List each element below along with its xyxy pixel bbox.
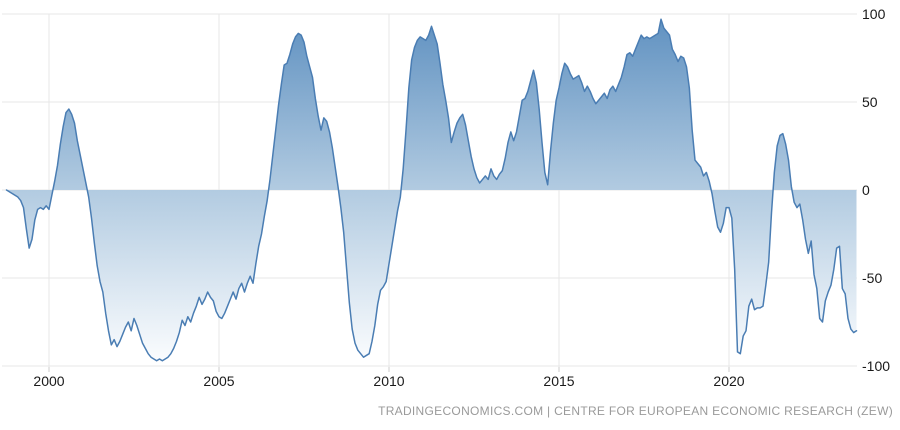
x-axis-label: 2000 (33, 373, 64, 389)
y-axis-label: -50 (862, 270, 882, 286)
x-axis-label: 2020 (713, 373, 744, 389)
x-axis-label: 2005 (203, 373, 234, 389)
x-axis-label: 2010 (373, 373, 404, 389)
y-axis-label: -100 (862, 358, 890, 374)
area-fill (6, 19, 857, 361)
y-axis-label: 50 (862, 94, 878, 110)
y-axis-label: 0 (862, 182, 870, 198)
x-axis-label: 2015 (543, 373, 574, 389)
y-axis-labels: 100 50 0 -50 -100 (862, 6, 890, 374)
y-axis-label: 100 (862, 6, 886, 22)
attribution-text: TRADINGECONOMICS.COM | CENTRE FOR EUROPE… (378, 404, 893, 418)
x-axis-labels: 2000 2005 2010 2015 2020 (33, 373, 744, 389)
plot-area[interactable] (2, 14, 858, 367)
series-line (5, 18, 858, 362)
